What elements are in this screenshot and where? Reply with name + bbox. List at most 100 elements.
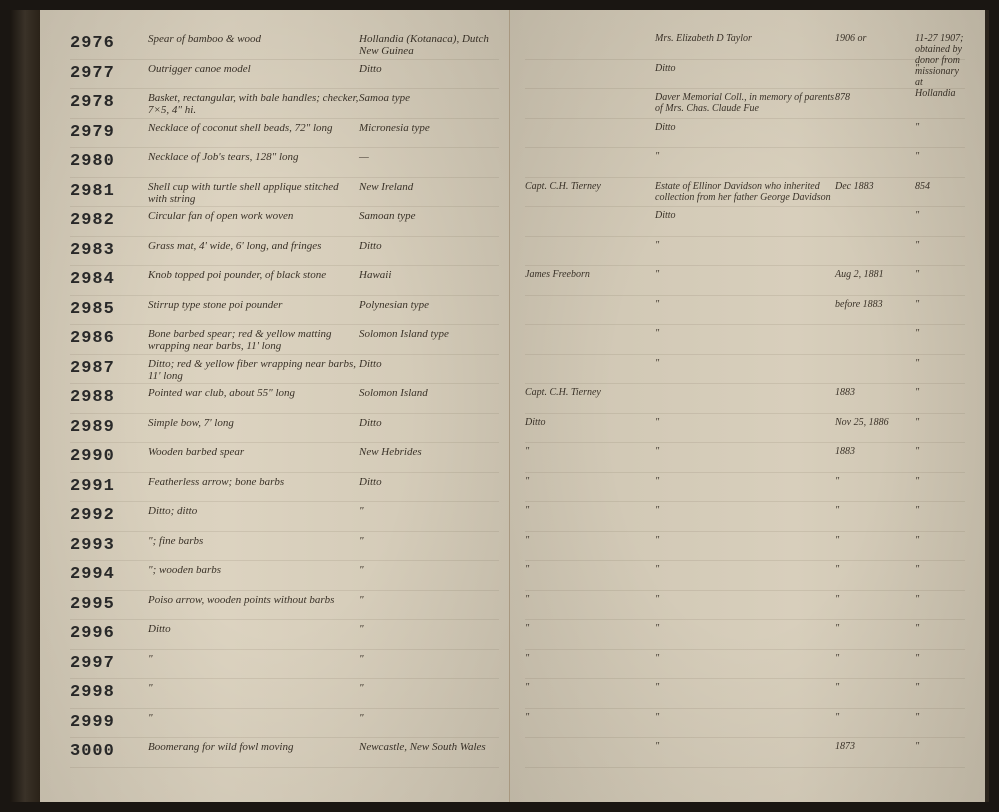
entry-location: Ditto <box>359 414 499 429</box>
entry-location: Ditto <box>359 355 499 370</box>
entry-col-r1 <box>525 207 655 210</box>
entry-number: 2982 <box>70 207 140 230</box>
entry-col-r1: Ditto <box>525 414 655 428</box>
entry-location: Samoan type <box>359 207 499 222</box>
entry-col-r3 <box>835 207 915 210</box>
ledger-row: 2995Poiso arrow, wooden points without b… <box>70 591 499 621</box>
entry-location: Ditto <box>359 237 499 252</box>
entry-col-r4: " <box>915 738 965 752</box>
ledger-row-right: "before 1883" <box>525 296 965 326</box>
entry-location: Polynesian type <box>359 296 499 311</box>
entry-location: " <box>359 591 499 606</box>
ledger-row: 2982Circular fan of open work wovenSamoa… <box>70 207 499 237</box>
ledger-row: 2986Bone barbed spear; red & yellow matt… <box>70 325 499 355</box>
entry-number: 3000 <box>70 738 140 761</box>
entry-location: Ditto <box>359 473 499 488</box>
entry-col-r1: " <box>525 591 655 605</box>
entry-number: 2985 <box>70 296 140 319</box>
ledger-row-right: """" <box>525 561 965 591</box>
entry-col-r3: 1873 <box>835 738 915 752</box>
ledger-row-right: "" <box>525 355 965 385</box>
entry-col-r1: Capt. C.H. Tierney <box>525 384 655 398</box>
entry-description: Boomerang for wild fowl moving <box>140 738 359 753</box>
entry-col-r4: " <box>915 119 965 133</box>
ledger-row-right: """" <box>525 679 965 709</box>
entry-location: " <box>359 620 499 635</box>
entry-col-r2: Ditto <box>655 207 835 221</box>
ledger-row: 2999 "" <box>70 709 499 739</box>
entry-number: 2976 <box>70 30 140 53</box>
entry-description: Ditto; red & yellow fiber wrapping near … <box>140 355 359 382</box>
page-left: 2976Spear of bamboo & woodHollandia (Kot… <box>40 10 510 802</box>
ledger-row-right: "" <box>525 148 965 178</box>
entry-number: 2991 <box>70 473 140 496</box>
entry-location: " <box>359 709 499 724</box>
entry-col-r2: " <box>655 738 835 752</box>
entry-col-r2: " <box>655 296 835 310</box>
ledger-row-right: Ditto"Nov 25, 1886" <box>525 414 965 444</box>
entry-col-r2: Estate of Ellinor Davidson who inherited… <box>655 178 835 203</box>
entry-description: "; fine barbs <box>140 532 359 547</box>
entry-description: Featherless arrow; bone barbs <box>140 473 359 488</box>
entry-col-r4: " <box>915 620 965 634</box>
entry-number: 2999 <box>70 709 140 732</box>
entry-description: Poiso arrow, wooden points without barbs <box>140 591 359 606</box>
entry-col-r1 <box>525 325 655 328</box>
entry-col-r2 <box>655 384 835 387</box>
entry-col-r2: " <box>655 414 835 428</box>
entry-col-r4: " <box>915 473 965 487</box>
entry-location: Solomon Island type <box>359 325 499 340</box>
ledger-row: 2994 "; wooden barbs" <box>70 561 499 591</box>
ledger-row-right: "" <box>525 325 965 355</box>
entry-col-r1: " <box>525 473 655 487</box>
entry-location: New Ireland <box>359 178 499 193</box>
entry-description: " <box>140 709 359 724</box>
entry-number: 2997 <box>70 650 140 673</box>
ledger-row: 2985Stirrup type stone poi pounderPolyne… <box>70 296 499 326</box>
entry-number: 2980 <box>70 148 140 171</box>
book-binding <box>10 10 40 802</box>
entry-col-r2: " <box>655 473 835 487</box>
entry-col-r4: " <box>915 207 965 221</box>
entry-col-r1 <box>525 60 655 63</box>
entry-description: Ditto <box>140 620 359 635</box>
entry-description: Necklace of Job's tears, 128" long <box>140 148 359 163</box>
entry-number: 2978 <box>70 89 140 112</box>
entry-col-r4: " <box>915 709 965 723</box>
ledger-row: 2998 "" <box>70 679 499 709</box>
entry-col-r4: " <box>915 650 965 664</box>
page-right: Mrs. Elizabeth D Taylor1906 or11-27 1907… <box>510 10 985 802</box>
ledger-row-right: """" <box>525 473 965 503</box>
ledger-row: 2983Grass mat, 4' wide, 6' long, and fri… <box>70 237 499 267</box>
entry-col-r1: Capt. C.H. Tierney <box>525 178 655 192</box>
ledger-row-right: Ditto " <box>525 207 965 237</box>
entry-col-r3: " <box>835 561 915 575</box>
entry-location: New Hebrides <box>359 443 499 458</box>
entry-description: Pointed war club, about 55" long <box>140 384 359 399</box>
entry-number: 2990 <box>70 443 140 466</box>
entry-col-r4: " <box>915 384 965 398</box>
entry-col-r2: " <box>655 532 835 546</box>
ledger-row-right: Ditto" <box>525 119 965 149</box>
entry-col-r4: " <box>915 561 965 575</box>
entry-col-r3 <box>835 325 915 328</box>
ledger-row: 2978Basket, rectangular, with bale handl… <box>70 89 499 119</box>
entry-description: " <box>140 650 359 665</box>
entry-location: Samoa type <box>359 89 499 104</box>
entry-description: Simple bow, 7' long <box>140 414 359 429</box>
ledger-row-right: Daver Memorial Coll., in memory of paren… <box>525 89 965 119</box>
entry-col-r4: " <box>915 532 965 546</box>
entry-col-r3: 1883 <box>835 384 915 398</box>
entry-col-r3: 1906 or <box>835 30 915 44</box>
entry-description: Basket, rectangular, with bale handles; … <box>140 89 359 116</box>
ledger-row: 2996Ditto" <box>70 620 499 650</box>
entry-description: Ditto; ditto <box>140 502 359 517</box>
entry-description: Grass mat, 4' wide, 6' long, and fringes <box>140 237 359 252</box>
entry-col-r2: " <box>655 679 835 693</box>
ledger-row: 2990Wooden barbed spearNew Hebrides <box>70 443 499 473</box>
ledger-row-right: """" <box>525 620 965 650</box>
entry-description: Circular fan of open work woven <box>140 207 359 222</box>
entry-col-r4: " <box>915 60 965 74</box>
entry-col-r4: " <box>915 296 965 310</box>
entry-number: 2981 <box>70 178 140 201</box>
